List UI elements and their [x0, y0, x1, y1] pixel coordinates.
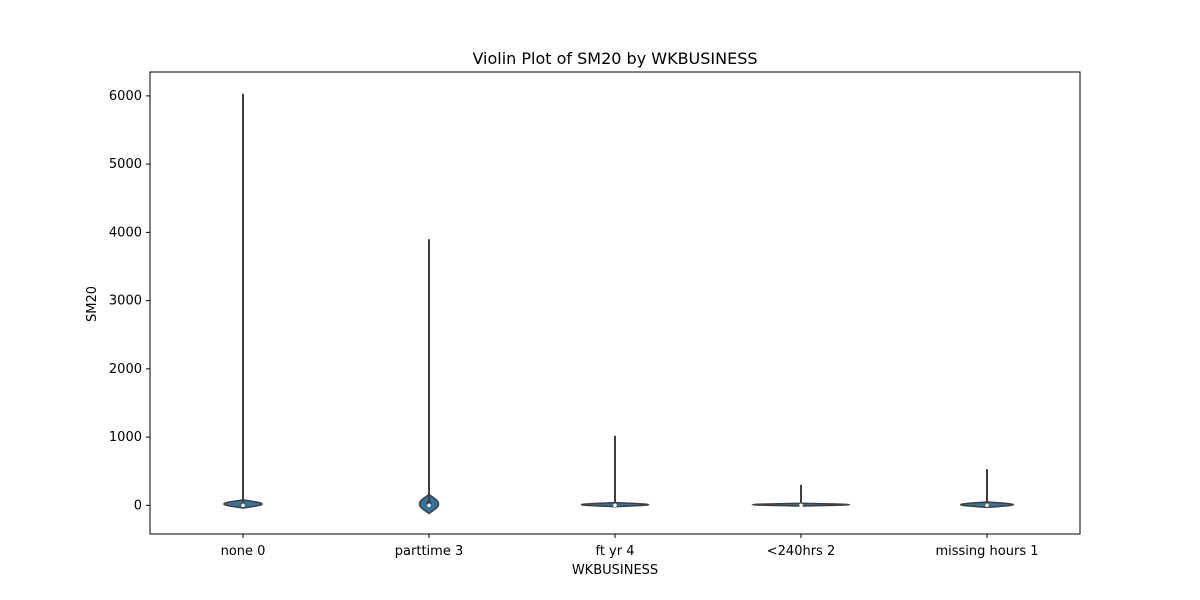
x-tick-label: missing hours 1: [935, 544, 1038, 559]
violin-median: [985, 503, 989, 508]
y-tick-label: 5000: [109, 157, 142, 172]
y-tick-label: 6000: [109, 89, 142, 104]
x-tick-label: none 0: [221, 544, 266, 559]
x-axis-label: WKBUSINESS: [572, 563, 658, 578]
violin-median: [241, 503, 245, 508]
y-tick-label: 1000: [109, 430, 142, 445]
violin-median: [613, 503, 617, 508]
violin-median: [799, 503, 803, 508]
y-axis-label: SM20: [85, 286, 100, 322]
y-tick-label: 2000: [109, 362, 142, 377]
chart-title: Violin Plot of SM20 by WKBUSINESS: [472, 49, 757, 68]
x-tick-label: parttime 3: [395, 544, 463, 559]
plot-area: 0 1000 2000 3000 4000 5000 6000 none 0 parttime …: [109, 71, 1081, 559]
x-tick-label: <240hrs 2: [767, 544, 835, 559]
y-tick-label: 4000: [109, 225, 142, 240]
y-tick-label: 0: [134, 498, 142, 513]
x-tick-label: ft yr 4: [595, 544, 634, 559]
violin-median: [427, 503, 431, 508]
y-tick-label: 3000: [109, 294, 142, 309]
